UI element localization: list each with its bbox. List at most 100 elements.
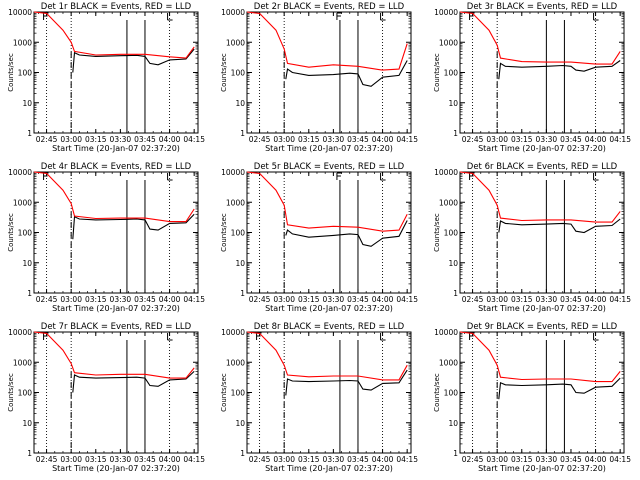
x-axis-label: Start Time (20-Jan-07 02:37:20) (478, 304, 606, 313)
plot-frame (33, 11, 199, 134)
x-tick-label: 03:45 (560, 455, 582, 464)
lld-series-line (33, 11, 195, 59)
x-tick-label: 04:00 (159, 295, 181, 304)
lld-series-line (459, 331, 621, 383)
y-tick-label: 100 (231, 229, 246, 238)
y-tick-label: 10 (448, 99, 458, 108)
events-series-line (285, 369, 408, 396)
x-tick-label: 03:15 (511, 135, 533, 144)
y-tick-label: 1 (453, 129, 458, 138)
x-tick-label: 02:45 (36, 295, 58, 304)
plot-frame (459, 331, 625, 454)
chart-title: Det 4r BLACK = Events, RED = LLD (41, 162, 192, 172)
x-tick-label: 03:45 (347, 135, 369, 144)
x-axis-label: Start Time (20-Jan-07 02:37:20) (265, 464, 393, 473)
y-tick-label: 1 (240, 449, 245, 458)
x-tick-label: 03:00 (273, 135, 295, 144)
x-tick-label: 03:45 (134, 135, 156, 144)
x-axis-label: Start Time (20-Jan-07 02:37:20) (52, 144, 180, 153)
x-tick-label: 03:00 (486, 295, 508, 304)
y-tick-label: 10 (448, 419, 458, 428)
x-tick-label: 03:00 (60, 135, 82, 144)
lld-series-line (246, 11, 408, 71)
events-series-line (498, 60, 621, 80)
chart-panel: Det 7r BLACK = Events, RED = LLD 1 10 100 10… (7, 322, 205, 473)
x-tick-label: 04:00 (585, 455, 607, 464)
lld-series-line (246, 171, 408, 232)
x-tick-label: 04:00 (585, 295, 607, 304)
y-tick-label: 10000 (221, 168, 245, 177)
plot-frame (246, 331, 412, 454)
x-tick-label: 03:30 (536, 135, 558, 144)
x-tick-label: 04:15 (609, 135, 631, 144)
x-tick-label: 03:00 (486, 135, 508, 144)
x-tick-label: 04:00 (372, 455, 394, 464)
y-tick-label: 1000 (226, 358, 245, 367)
chart-title: Det 6r BLACK = Events, RED = LLD (467, 162, 618, 172)
y-tick-label: 1 (27, 129, 32, 138)
y-tick-label: 1 (453, 289, 458, 298)
x-tick-label: 04:00 (159, 455, 181, 464)
events-series-line (72, 213, 195, 240)
y-axis-label: Counts/sec (7, 373, 15, 412)
x-tick-label: 04:15 (609, 455, 631, 464)
x-tick-label: 03:15 (298, 135, 320, 144)
plot-frame (246, 171, 412, 294)
x-tick-label: 03:15 (85, 295, 107, 304)
x-tick-label: 03:45 (134, 455, 156, 464)
y-tick-label: 10 (22, 259, 32, 268)
chart-title: Det 9r BLACK = Events, RED = LLD (467, 322, 618, 332)
x-tick-label: 03:00 (60, 295, 82, 304)
y-tick-label: 1000 (226, 38, 245, 47)
y-tick-label: 10 (22, 419, 32, 428)
x-tick-label: 03:00 (273, 295, 295, 304)
y-tick-label: 1000 (439, 358, 458, 367)
plot-frame (33, 331, 199, 454)
plot-frame (33, 171, 199, 294)
chart-panel: Det 6r BLACK = Events, RED = LLD 1 10 100 10… (433, 162, 631, 313)
lld-series-line (459, 171, 621, 223)
x-tick-label: 03:45 (134, 295, 156, 304)
events-series-line (72, 370, 195, 393)
y-tick-label: 100 (18, 389, 33, 398)
lld-series-line (459, 11, 621, 65)
x-tick-label: 03:30 (536, 455, 558, 464)
y-tick-label: 10 (235, 259, 245, 268)
x-tick-label: 03:15 (85, 455, 107, 464)
x-tick-label: 04:00 (585, 135, 607, 144)
y-tick-label: 10 (448, 259, 458, 268)
y-tick-label: 100 (18, 69, 33, 78)
lld-series-line (246, 331, 408, 381)
x-tick-label: 03:00 (60, 455, 82, 464)
events-series-line (498, 218, 621, 234)
x-tick-label: 03:30 (536, 295, 558, 304)
y-tick-label: 1000 (13, 358, 32, 367)
x-axis-label: Start Time (20-Jan-07 02:37:20) (52, 464, 180, 473)
chart-panel: Det 1r BLACK = Events, RED = LLD 1 10 100 10… (7, 2, 205, 153)
y-axis-label: Counts/sec (7, 53, 15, 92)
chart-panel: Det 3r BLACK = Events, RED = LLD 1 10 100 10… (433, 2, 631, 153)
y-tick-label: 10000 (434, 8, 458, 17)
y-tick-label: 100 (444, 229, 459, 238)
lld-series-line (33, 331, 195, 379)
x-tick-label: 03:15 (511, 455, 533, 464)
x-tick-label: 02:45 (462, 135, 484, 144)
y-tick-label: 1000 (13, 38, 32, 47)
y-tick-label: 100 (18, 229, 33, 238)
x-axis-label: Start Time (20-Jan-07 02:37:20) (478, 144, 606, 153)
x-tick-label: 04:00 (372, 295, 394, 304)
x-tick-label: 03:30 (323, 455, 345, 464)
x-tick-label: 03:45 (347, 455, 369, 464)
chart-title: Det 5r BLACK = Events, RED = LLD (254, 162, 405, 172)
y-tick-label: 10000 (434, 168, 458, 177)
plot-frame (459, 11, 625, 134)
x-axis-label: Start Time (20-Jan-07 02:37:20) (265, 144, 393, 153)
x-tick-label: 02:45 (36, 455, 58, 464)
x-tick-label: 04:15 (396, 455, 418, 464)
x-tick-label: 02:45 (462, 455, 484, 464)
plot-frame (459, 171, 625, 294)
y-tick-label: 1 (27, 449, 32, 458)
x-tick-label: 03:15 (511, 295, 533, 304)
y-axis-label: Counts/sec (220, 213, 228, 252)
x-axis-label: Start Time (20-Jan-07 02:37:20) (478, 464, 606, 473)
